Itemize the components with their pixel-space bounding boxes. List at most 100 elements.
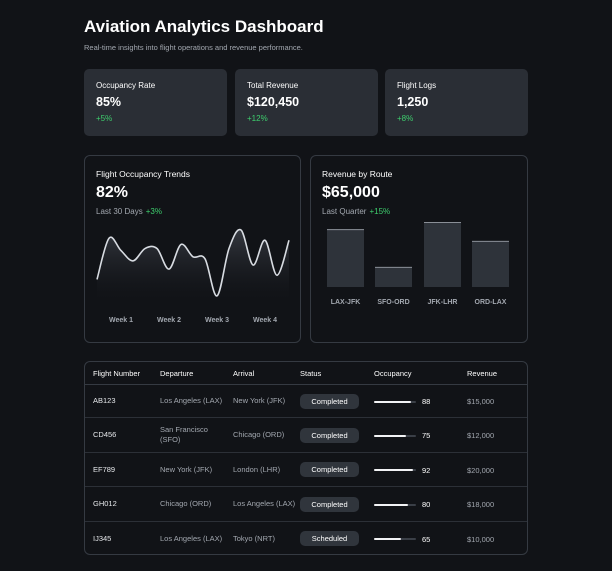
occupancy-value: 92 [422, 465, 431, 475]
bar [472, 240, 509, 287]
x-label: JFK-LHR [428, 299, 458, 306]
cell-text: EF789 [93, 464, 116, 474]
page-title: Aviation Analytics Dashboard [84, 17, 324, 36]
kpi-value: $120,450 [247, 95, 300, 109]
occupancy-value: 65 [422, 534, 431, 544]
cell-text: London (LHR) [233, 464, 281, 474]
occupancy-bar [374, 469, 413, 472]
occupancy-bar [374, 503, 408, 506]
table-cell: Tokyo (NRT) [233, 522, 297, 556]
change: +15% [369, 207, 391, 216]
table-cell: Los Angeles (LAX) [160, 522, 224, 556]
revenue: $10,000 [467, 534, 495, 544]
occupancy-value: 75 [422, 431, 431, 441]
table-row: GH012 Chicago (ORD) Los Angeles (LAX) Compl… [85, 487, 527, 522]
flight-table: Flight Number Departure Arrival Status Occup… [84, 361, 528, 555]
status-pill: Completed [300, 462, 359, 478]
column-header: Revenue [467, 369, 498, 378]
x-label: Week 4 [253, 317, 277, 324]
x-label: ORD-LAX [475, 299, 507, 306]
table-row: CD456 San Francisco (SFO) Chicago (ORD) Com… [85, 418, 527, 453]
bar [327, 229, 364, 287]
table-row: AB123 Los Angeles (LAX) New York (JFK) Comp… [85, 384, 527, 419]
occupancy-value: 88 [422, 397, 431, 406]
column-header: Arrival [233, 369, 255, 378]
kpi-change: +5% [96, 114, 113, 123]
column-header: Flight Number [93, 369, 141, 378]
occupancy-track [374, 434, 416, 437]
cell-text: New York (JFK) [160, 464, 213, 474]
change: +3% [145, 207, 162, 216]
cell-text: San Francisco (SFO) [160, 425, 208, 445]
x-label: LAX-JFK [331, 299, 361, 306]
cell-text: AB123 [93, 396, 116, 405]
chart-title: Revenue by Route [322, 169, 393, 179]
chart-subtitle: Last 30 Days +3% [96, 207, 162, 216]
kpi-value: 1,250 [397, 95, 429, 109]
chart-headline: $65,000 [322, 184, 380, 201]
kpi-card: Total Revenue $120,450 +12% [235, 69, 378, 136]
x-label: SFO-ORD [377, 299, 409, 306]
occupancy-track [374, 538, 416, 541]
table-cell: AB123 [93, 384, 157, 418]
table-cell: GH012 [93, 487, 157, 521]
table-cell: San Francisco (SFO) [160, 418, 224, 452]
table-cell: Chicago (ORD) [160, 487, 224, 521]
occupancy-bar [374, 434, 406, 437]
status-pill: Scheduled [300, 531, 359, 547]
cell-text: CD456 [93, 430, 117, 440]
table-cell: Los Angeles (LAX) [160, 384, 224, 418]
cell-text: Chicago (ORD) [233, 430, 285, 440]
chart-svg: LAX-JFK SFO-ORD JFK-LHR ORD-LAX [327, 222, 509, 306]
chart-headline: 82% [96, 184, 129, 201]
occupancy-value: 80 [422, 500, 431, 510]
revenue: $12,000 [467, 431, 495, 441]
kpi-value: 85% [96, 95, 122, 109]
occupancy-track [374, 400, 416, 403]
occupancy-track [374, 469, 416, 472]
kpi-card: Flight Logs 1,250 +8% [385, 69, 528, 136]
chart-subtitle: Last Quarter +15% [322, 207, 390, 216]
revenue: $20,000 [467, 465, 495, 475]
chart-title: Flight Occupancy Trends [96, 169, 191, 179]
period: Last 30 Days [96, 207, 143, 216]
occupancy-track [374, 503, 416, 506]
table-cell: New York (JFK) [160, 453, 224, 487]
occupancy-bar [374, 400, 411, 403]
cell-text: GH012 [93, 499, 117, 509]
kpi-label: Occupancy Rate [96, 81, 156, 90]
x-label: Week 2 [157, 317, 181, 324]
page-subtitle: Real-time insights into flight operation… [84, 43, 303, 52]
x-label: Week 1 [109, 317, 133, 324]
bar [375, 266, 412, 287]
status-pill: Completed [300, 393, 359, 409]
chart-panel: Flight Occupancy Trends 82% Last 30 Days +3… [84, 155, 301, 343]
table-header: Flight Number Departure Arrival Status Occup… [85, 362, 527, 385]
revenue: $18,000 [467, 500, 495, 510]
status-pill: Completed [300, 427, 359, 443]
column-header: Departure [160, 369, 194, 378]
occupancy-bar [374, 538, 402, 541]
status-pill: Completed [300, 496, 359, 512]
bar [424, 222, 461, 287]
table-cell: CD456 [93, 418, 157, 452]
table-row: EF789 New York (JFK) London (LHR) Completed… [85, 453, 527, 488]
kpi-card: Occupancy Rate 85% +5% [84, 69, 227, 136]
kpi-label: Total Revenue [247, 81, 299, 90]
chart-svg: Week 1 Week 2 Week 3 Week 4 [96, 228, 290, 324]
cell-text: Los Angeles (LAX) [160, 396, 223, 405]
kpi-change: +8% [397, 114, 414, 123]
cell-text: Los Angeles (LAX) [233, 499, 296, 509]
table-cell: Los Angeles (LAX) [233, 487, 297, 521]
period: Last Quarter [322, 207, 367, 216]
revenue: $15,000 [467, 397, 495, 406]
table-row: IJ345 Los Angeles (LAX) Tokyo (NRT) Schedul… [85, 522, 527, 556]
table-cell: New York (JFK) [233, 384, 297, 418]
cell-text: Chicago (ORD) [160, 499, 212, 509]
x-label: Week 3 [205, 317, 229, 324]
table-cell: London (LHR) [233, 453, 297, 487]
line [96, 228, 290, 297]
table-cell: IJ345 [93, 522, 157, 556]
line-area [97, 229, 289, 300]
